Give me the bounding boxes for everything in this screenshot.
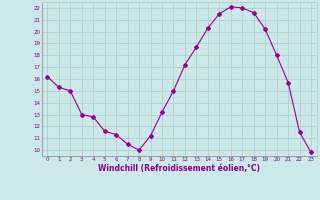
X-axis label: Windchill (Refroidissement éolien,°C): Windchill (Refroidissement éolien,°C) [98,164,260,173]
